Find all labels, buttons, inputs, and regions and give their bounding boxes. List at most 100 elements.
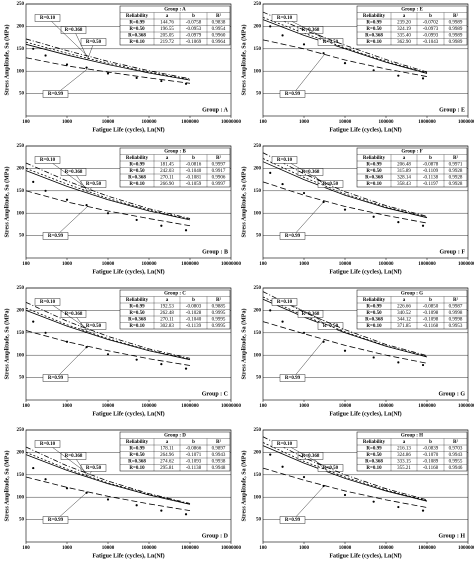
table-cell: 266.90 [160, 182, 174, 187]
y-tick-label: 250 [17, 286, 25, 291]
table-cell: 0.9989 [449, 20, 463, 25]
table-reliability: R=0.99 [366, 304, 382, 309]
table-title: Group : F [401, 149, 422, 154]
curve-label: R=0.50 [86, 182, 102, 187]
curve [262, 181, 428, 224]
table-reliability: R=0.99 [129, 162, 145, 167]
table-header: b [429, 298, 432, 303]
y-tick-label: 200 [254, 167, 262, 172]
table-reliability: R=0.368 [365, 459, 383, 464]
curve-label-box [317, 180, 344, 188]
x-tick-label: 1000 [62, 404, 73, 409]
table-cell: 181.45 [160, 162, 174, 167]
curve [25, 43, 191, 81]
table-cell: 178.11 [160, 446, 174, 451]
x-tick-label: 100 [22, 404, 30, 409]
x-tick-label: 10000000 [221, 120, 242, 125]
table-cell: -0.1040 [186, 317, 202, 322]
data-point [397, 221, 400, 224]
y-axis-label: Stress Amplitude, Sa (MPa) [3, 451, 10, 522]
leader-line [73, 29, 88, 59]
curve-label-box [60, 310, 87, 318]
table-cell: 0.9997 [212, 182, 226, 187]
x-tick-label: 1000000 [418, 120, 436, 125]
data-point [302, 331, 306, 334]
data-point [106, 498, 110, 501]
data-point [44, 478, 47, 481]
x-tick-label: 10000 [102, 404, 115, 409]
x-tick-label: 10000000 [221, 546, 242, 551]
curve-label-box [42, 90, 69, 98]
group-label: Group : B [202, 249, 228, 255]
table-cell: 362.90 [397, 40, 411, 45]
x-axis-label: Fatigue Life (cycles), Ln(Nf) [329, 552, 401, 559]
panel: 50 100 150 200 250 100 1000 10000 100000 1000000 1… [240, 428, 474, 559]
data-point [106, 212, 110, 215]
data-point [44, 54, 47, 57]
data-point [135, 76, 138, 80]
table-cell: 0.9995 [212, 324, 226, 329]
curve [262, 442, 428, 502]
table-cell: 206.48 [397, 162, 411, 167]
y-axis-label: Stress Amplitude, Sa (MPa) [240, 25, 247, 96]
table-cell: 315.89 [397, 169, 411, 174]
table-cell: -0.1081 [186, 175, 202, 180]
x-tick-label: 10000000 [221, 404, 242, 409]
y-tick-label: 250 [254, 428, 262, 433]
y-axis-label: Stress Amplitude, Sa (MPa) [3, 25, 10, 96]
table-reliability: R=0.99 [366, 162, 382, 167]
curve-label-box [297, 168, 324, 176]
data-point [135, 358, 138, 361]
data-point [302, 475, 306, 479]
table-cell: 0.9838 [212, 20, 226, 25]
table-cell: -0.0850 [423, 304, 439, 309]
curve-label-box [42, 516, 69, 524]
leader-line [292, 200, 325, 237]
table-cell: 0.9955 [449, 459, 463, 464]
data-point [372, 356, 375, 359]
table-reliability: R=0.368 [365, 175, 383, 180]
table-cell: 264.96 [160, 453, 174, 458]
table-reliability: R=0.99 [366, 20, 382, 25]
curve-label: R=0.10 [277, 16, 293, 21]
leader-line [47, 159, 88, 189]
curve-label-box [34, 440, 61, 448]
table-header: a [166, 298, 169, 303]
table-cell: 239.20 [397, 20, 411, 25]
table-cell: 0.9995 [212, 311, 226, 316]
leader-line [292, 339, 325, 379]
x-tick-label: 10000000 [221, 262, 242, 267]
table-reliability: R=0.368 [365, 33, 383, 38]
table-cell: 0.9953 [449, 324, 463, 329]
table-title: Group : H [401, 433, 423, 438]
y-tick-label: 150 [17, 189, 25, 194]
x-tick-label: 1000000 [418, 262, 436, 267]
table-cell: 0.9998 [449, 317, 463, 322]
table-cell: 0.9995 [212, 317, 226, 322]
curve-label-box [297, 452, 324, 460]
table-title: Group : D [164, 433, 186, 438]
y-tick-label: 50 [256, 234, 262, 239]
curve-label-box [42, 374, 69, 382]
data-point [269, 171, 272, 174]
leader-line [284, 159, 325, 183]
curve-label: R=0.99 [285, 376, 301, 381]
table-title: Group : E [401, 7, 423, 12]
table-reliability: R=0.50 [366, 453, 382, 458]
table-cell: 0.9987 [449, 304, 463, 309]
curve [262, 445, 428, 502]
table-header: R² [453, 439, 459, 445]
curve-label: R=0.99 [48, 376, 64, 381]
y-tick-label: 250 [17, 2, 25, 7]
table-cell: -0.1071 [186, 453, 202, 458]
data-point [269, 309, 272, 312]
y-tick-label: 200 [17, 25, 25, 30]
table-header: b [192, 440, 195, 445]
curve [25, 310, 191, 361]
table-cell: 0.9906 [212, 175, 226, 180]
curve [262, 296, 428, 357]
curve [262, 298, 428, 358]
curve [262, 436, 428, 501]
data-point [44, 331, 47, 334]
